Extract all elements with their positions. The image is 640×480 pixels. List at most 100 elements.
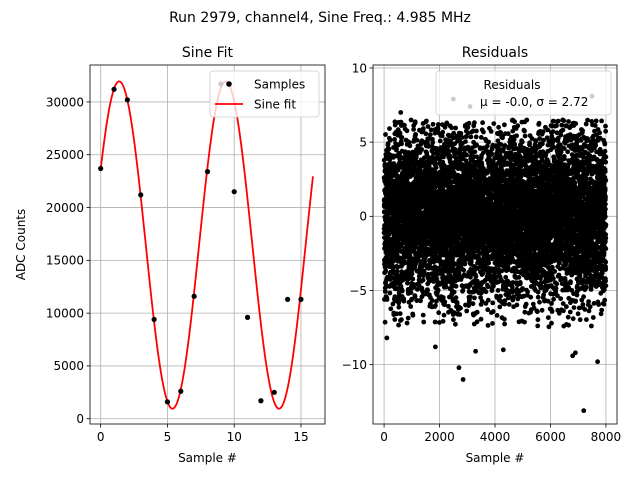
residual-point — [498, 293, 503, 299]
residual-point — [422, 259, 428, 265]
residual-point — [396, 304, 402, 310]
residual-point — [396, 218, 402, 224]
sine-fit-title: Sine Fit — [182, 45, 234, 61]
sample-point — [285, 296, 291, 303]
residual-point — [490, 321, 495, 326]
residual-point — [401, 298, 407, 304]
sine-fit-xtick-label: 0 — [97, 430, 105, 444]
residual-point — [426, 144, 432, 149]
residual-point — [514, 133, 519, 139]
residual-point — [425, 124, 431, 129]
residual-point — [408, 290, 414, 295]
residual-point — [409, 271, 415, 277]
residual-point — [415, 287, 420, 292]
sine-fit-ytick-label: 25000 — [46, 148, 84, 162]
residuals-data — [381, 93, 609, 414]
residual-point — [498, 142, 504, 148]
sine-fit-ytick-label: 30000 — [46, 95, 84, 109]
residual-point — [472, 295, 477, 301]
residual-point — [399, 135, 405, 140]
residual-point — [506, 302, 512, 307]
sine-fit-curve — [99, 80, 314, 410]
residual-point — [399, 288, 405, 294]
residual-point — [420, 277, 426, 283]
residual-point — [453, 283, 459, 289]
residual-point — [410, 312, 416, 318]
residual-point — [398, 119, 404, 125]
residual-point — [453, 125, 458, 131]
residual-point — [383, 268, 389, 274]
residual-point — [473, 274, 479, 279]
residual-point — [394, 311, 399, 317]
residual-point — [435, 287, 441, 293]
sine-fit-data — [98, 80, 314, 410]
residual-point — [432, 319, 438, 325]
residual-point — [414, 298, 420, 303]
residual-point — [483, 289, 489, 295]
residual-point — [392, 137, 397, 142]
residual-point — [387, 126, 392, 131]
residual-point — [464, 152, 469, 158]
residual-point — [405, 280, 410, 286]
legend-samples-label: Samples — [254, 78, 305, 92]
residual-point — [410, 276, 416, 282]
residual-point — [433, 165, 439, 170]
residual-point — [478, 135, 484, 140]
residual-point — [428, 127, 434, 133]
residual-point — [474, 309, 480, 315]
residual-point — [496, 124, 501, 130]
residual-point — [433, 303, 438, 308]
residual-point — [453, 321, 458, 327]
sine-fit-ytick-label: 5000 — [53, 359, 84, 373]
residual-point — [424, 118, 429, 124]
residual-point — [468, 294, 473, 300]
residual-point — [473, 134, 479, 140]
residual-point — [458, 305, 463, 311]
residual-point — [408, 117, 414, 123]
residual-point — [408, 304, 414, 309]
sample-point — [178, 388, 184, 394]
residual-point — [392, 122, 398, 128]
sample-point — [98, 165, 104, 172]
residual-point — [383, 132, 388, 137]
residual-point — [399, 161, 404, 166]
residual-point — [437, 138, 443, 144]
sine-fit-axes-frame — [89, 64, 326, 425]
sample-point — [204, 169, 211, 175]
residual-point — [502, 321, 507, 327]
residual-point — [441, 312, 447, 318]
sample-point — [258, 398, 264, 404]
legend-sine-fit-label: Sine fit — [254, 98, 296, 112]
residual-point — [420, 126, 426, 131]
residual-point — [418, 298, 423, 304]
sine-fit-grid — [90, 65, 325, 424]
sample-point — [231, 189, 237, 195]
residual-point — [470, 301, 476, 307]
residual-point — [423, 131, 429, 137]
residual-point — [457, 312, 463, 317]
sample-point — [151, 316, 157, 323]
sample-point — [298, 296, 304, 303]
residual-point — [420, 312, 426, 318]
residual-point — [472, 149, 478, 155]
residual-point — [474, 319, 480, 325]
residual-point — [402, 122, 407, 128]
residual-point — [509, 284, 515, 290]
residual-point — [474, 128, 479, 134]
residual-point — [485, 323, 491, 328]
residual-point — [387, 290, 393, 296]
residual-point — [463, 139, 468, 145]
residual-point — [429, 298, 435, 303]
residual-point — [489, 151, 495, 157]
residual-point — [453, 295, 459, 301]
residual-point — [512, 119, 517, 125]
residual-point — [397, 298, 402, 303]
residual-point — [486, 139, 491, 145]
residual-point — [386, 146, 392, 152]
residual-point — [435, 122, 441, 127]
residual-point — [472, 120, 477, 126]
residual-point — [427, 132, 433, 138]
residual-point — [491, 121, 497, 126]
